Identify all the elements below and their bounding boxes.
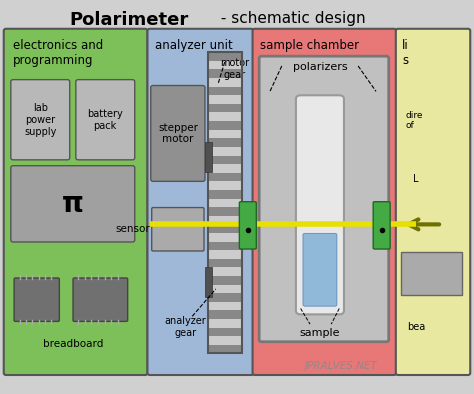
Bar (208, 52, 242, 61)
Bar (208, 147, 242, 156)
FancyBboxPatch shape (303, 233, 337, 306)
Text: dire
of: dire of (406, 111, 423, 130)
Bar (208, 216, 242, 225)
FancyBboxPatch shape (152, 208, 204, 251)
Bar (208, 302, 242, 310)
Bar (208, 319, 242, 328)
FancyBboxPatch shape (259, 56, 389, 342)
FancyBboxPatch shape (147, 29, 254, 375)
Bar (208, 225, 242, 233)
Bar (208, 207, 242, 216)
FancyBboxPatch shape (4, 29, 147, 375)
Bar (208, 199, 242, 207)
Bar (208, 293, 242, 302)
FancyBboxPatch shape (373, 202, 390, 249)
Text: π: π (62, 190, 84, 217)
Text: L: L (413, 173, 419, 184)
FancyBboxPatch shape (73, 278, 128, 322)
Bar (208, 61, 242, 69)
Text: battery
pack: battery pack (87, 109, 123, 131)
Text: sample: sample (300, 328, 340, 338)
Text: stepper
motor: stepper motor (158, 123, 198, 145)
Text: analyzer
gear: analyzer gear (164, 316, 206, 338)
Bar (205, 268, 211, 297)
Text: Polarimeter: Polarimeter (69, 11, 188, 29)
Text: sensor: sensor (116, 224, 150, 234)
Text: - schematic design: - schematic design (216, 11, 366, 26)
Bar (208, 268, 242, 276)
Bar (208, 310, 242, 319)
FancyBboxPatch shape (151, 85, 205, 181)
Bar (208, 173, 242, 181)
Bar (208, 121, 242, 130)
Bar (208, 190, 242, 199)
FancyBboxPatch shape (396, 29, 470, 375)
FancyBboxPatch shape (296, 95, 344, 314)
Bar (208, 138, 242, 147)
Bar (208, 181, 242, 190)
Bar (208, 52, 242, 353)
Bar (205, 142, 211, 171)
Bar (208, 164, 242, 173)
Bar (208, 69, 242, 78)
Bar (208, 78, 242, 87)
Bar (401, 252, 462, 295)
Text: lab
power
supply: lab power supply (24, 103, 57, 137)
Bar (208, 242, 242, 250)
Bar (208, 113, 242, 121)
Bar (208, 233, 242, 242)
Text: polarizers: polarizers (292, 62, 347, 72)
Text: analyzer unit: analyzer unit (155, 39, 232, 52)
Text: breadboard: breadboard (43, 339, 103, 349)
Bar (208, 104, 242, 113)
Bar (208, 328, 242, 336)
FancyBboxPatch shape (239, 202, 256, 249)
FancyBboxPatch shape (14, 278, 59, 322)
Text: JPRALVES.NET: JPRALVES.NET (304, 361, 377, 371)
Text: motor
gear: motor gear (220, 58, 249, 80)
FancyBboxPatch shape (11, 80, 70, 160)
Bar (208, 336, 242, 345)
Bar (208, 52, 242, 353)
Bar (208, 156, 242, 164)
Bar (208, 250, 242, 259)
FancyBboxPatch shape (76, 80, 135, 160)
Bar (208, 95, 242, 104)
Text: li
s: li s (402, 39, 409, 67)
FancyBboxPatch shape (253, 29, 396, 375)
Bar (208, 130, 242, 138)
Text: bea: bea (407, 322, 425, 332)
Bar (208, 259, 242, 268)
Bar (208, 276, 242, 284)
FancyBboxPatch shape (11, 166, 135, 242)
Text: electronics and
programming: electronics and programming (13, 39, 103, 67)
Bar (208, 87, 242, 95)
Text: sample chamber: sample chamber (260, 39, 359, 52)
Bar (208, 284, 242, 293)
Bar (208, 345, 242, 353)
